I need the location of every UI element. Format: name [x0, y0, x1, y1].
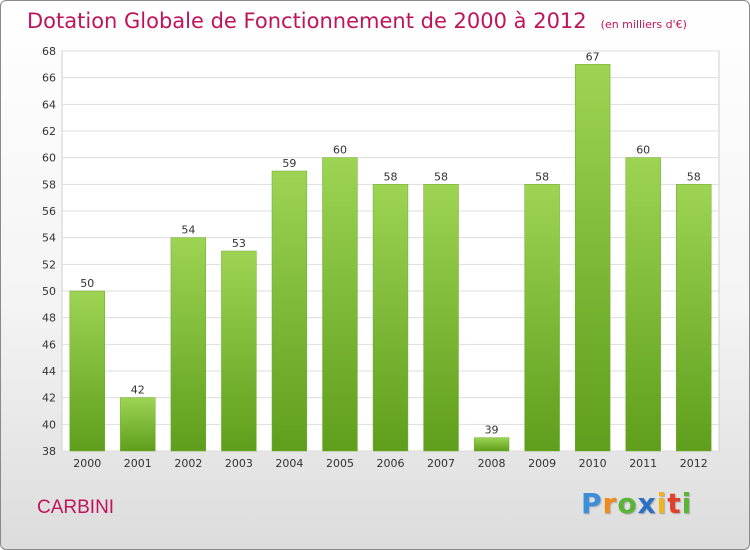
bar — [473, 437, 510, 452]
bar-value-label: 58 — [687, 170, 701, 183]
x-tick-label: 2010 — [579, 457, 607, 470]
bar — [271, 170, 308, 452]
bar-value-label: 50 — [80, 277, 94, 290]
x-tick-label: 2012 — [680, 457, 708, 470]
chart-title: Dotation Globale de Fonctionnement de 20… — [27, 9, 687, 33]
x-tick-label: 2003 — [225, 457, 253, 470]
x-tick-label: 2001 — [124, 457, 152, 470]
bar — [423, 184, 459, 452]
bar-value-label: 42 — [131, 384, 145, 397]
y-tick-label: 48 — [42, 312, 56, 325]
logo-letter: o — [617, 487, 638, 520]
logo-letter: i — [656, 487, 668, 520]
bars: 50 42 54 53 59 60 58 58 39 58 67 60 58 — [69, 50, 712, 452]
y-tick-label: 46 — [42, 338, 56, 351]
bar-value-label: 53 — [232, 237, 246, 250]
logo-letter: r — [602, 487, 618, 520]
unit-label: (en milliers d'€) — [600, 18, 687, 31]
bar-value-label: 58 — [384, 170, 398, 183]
bar — [676, 184, 712, 452]
y-tick-label: 52 — [42, 258, 56, 271]
x-axis: 2000 2001 2002 2003 2004 2005 2006 2007 2008 2009… — [73, 457, 707, 470]
bar — [372, 184, 409, 452]
bar-value-label: 58 — [434, 170, 448, 183]
y-tick-label: 38 — [42, 445, 56, 458]
y-tick-label: 66 — [42, 72, 56, 85]
y-tick-label: 44 — [42, 365, 56, 378]
proxiti-logo: Proxiti — [581, 487, 692, 520]
y-tick-label: 58 — [42, 178, 56, 191]
bar — [170, 237, 207, 452]
y-axis: 38 40 42 44 46 48 50 52 54 56 58 60 62 64 66 68 — [42, 45, 56, 458]
bar — [625, 157, 661, 452]
y-tick-label: 56 — [42, 205, 56, 218]
logo-letter: x — [637, 487, 657, 520]
bar — [322, 157, 358, 452]
x-tick-label: 2006 — [377, 457, 405, 470]
x-tick-label: 2011 — [629, 457, 657, 470]
x-tick-label: 2004 — [275, 457, 303, 470]
bar-value-label: 67 — [586, 50, 600, 63]
x-tick-label: 2000 — [73, 457, 101, 470]
y-tick-label: 60 — [42, 152, 56, 165]
logo-letter: i — [681, 487, 693, 520]
x-tick-label: 2005 — [326, 457, 354, 470]
commune-name: CARBINI — [37, 497, 115, 518]
title-text: Dotation Globale de Fonctionnement de 20… — [27, 9, 587, 33]
bar-value-label: 60 — [333, 144, 347, 157]
x-tick-label: 2009 — [528, 457, 556, 470]
bar-value-label: 54 — [181, 224, 195, 237]
bar-value-label: 60 — [636, 144, 650, 157]
logo-letter: t — [667, 487, 682, 520]
bar — [221, 250, 257, 452]
y-tick-label: 50 — [42, 285, 56, 298]
y-tick-label: 42 — [42, 392, 56, 405]
bar-value-label: 58 — [535, 170, 549, 183]
y-tick-label: 62 — [42, 125, 56, 138]
y-tick-label: 40 — [42, 418, 56, 431]
logo-letter: P — [581, 487, 603, 520]
y-tick-label: 68 — [42, 45, 56, 58]
bar — [524, 184, 560, 452]
bar — [120, 397, 156, 452]
bar — [574, 64, 611, 452]
y-tick-label: 64 — [42, 98, 56, 111]
x-tick-label: 2008 — [478, 457, 506, 470]
y-tick-label: 54 — [42, 232, 56, 245]
x-tick-label: 2002 — [174, 457, 202, 470]
x-tick-label: 2007 — [427, 457, 455, 470]
bar-value-label: 39 — [485, 424, 499, 437]
bar — [69, 290, 105, 452]
bar-value-label: 59 — [282, 157, 296, 170]
